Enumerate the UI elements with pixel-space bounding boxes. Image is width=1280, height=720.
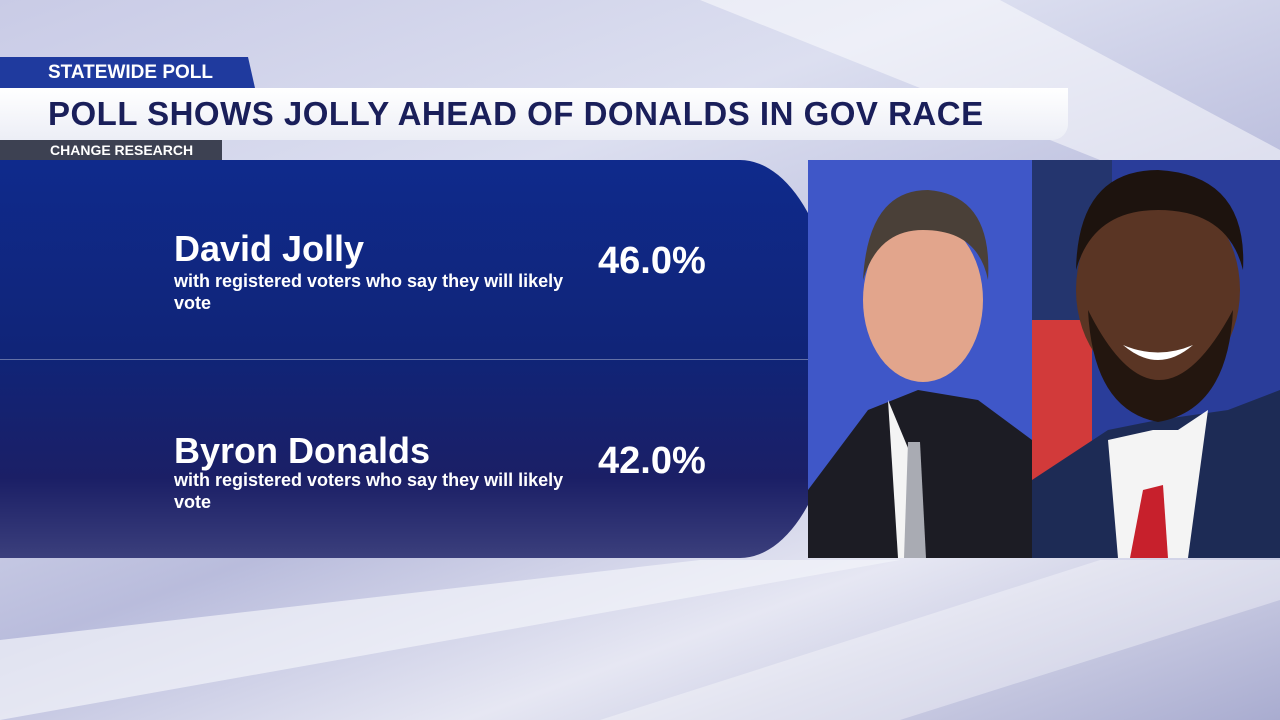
shirt bbox=[1108, 410, 1208, 558]
candidate-name: David Jolly bbox=[174, 228, 365, 269]
candidate-note: with registered voters who say they will… bbox=[174, 271, 564, 313]
hair bbox=[863, 190, 989, 280]
candidate-share: 42.0% bbox=[598, 440, 706, 482]
candidate-share: 46.0% bbox=[598, 240, 706, 282]
face bbox=[863, 218, 983, 382]
tie bbox=[904, 442, 926, 558]
tie bbox=[1130, 485, 1168, 558]
face bbox=[1076, 190, 1240, 390]
beard bbox=[1088, 310, 1233, 422]
smile bbox=[1123, 345, 1193, 360]
row-divider bbox=[0, 359, 820, 360]
headline: POLL SHOWS JOLLY AHEAD OF DONALDS IN GOV… bbox=[0, 88, 1068, 140]
source-tag: CHANGE RESEARCH bbox=[0, 140, 222, 160]
results-panel bbox=[0, 160, 840, 558]
candidate-photos bbox=[808, 160, 1280, 558]
candidate-note: with registered voters who say they will… bbox=[174, 470, 564, 512]
hair bbox=[1076, 170, 1244, 270]
section-tag: STATEWIDE POLL bbox=[0, 57, 255, 88]
candidate-name: Byron Donalds bbox=[174, 430, 431, 471]
